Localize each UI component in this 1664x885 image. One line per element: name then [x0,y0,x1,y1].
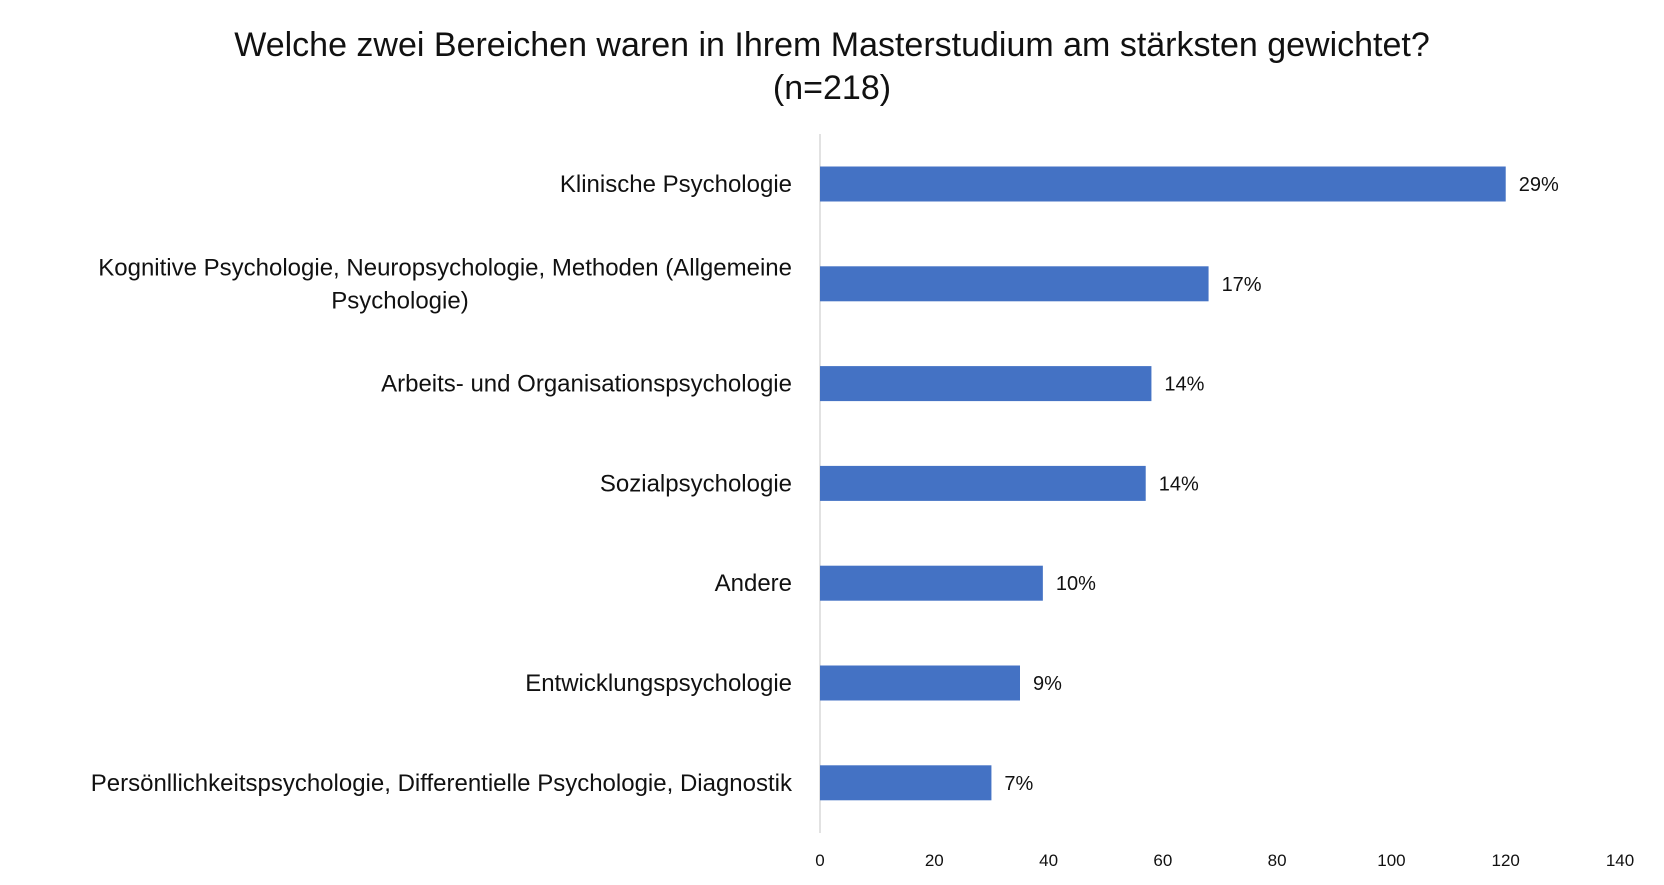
bar [820,465,1146,501]
category-label: Arbeits- und Organisationspsychologie [381,371,792,398]
x-tick-label: 100 [1377,851,1405,870]
data-label: 10% [1056,573,1096,595]
x-tick-label: 80 [1268,851,1287,870]
data-label: 14% [1159,473,1199,495]
bar [820,366,1152,402]
bar [820,665,1020,701]
x-tick-label: 140 [1606,851,1634,870]
category-label: Kognitive Psychologie, Neuropsychologie,… [98,254,792,281]
x-tick-label: 0 [815,851,824,870]
category-label: Persönllichkeitspsychologie, Differentie… [91,770,793,797]
category-label: Sozialpsychologie [600,470,792,497]
chart-subtitle: (n=218) [773,69,891,107]
data-label: 17% [1222,274,1262,296]
x-tick-label: 60 [1153,851,1172,870]
data-label: 7% [1004,773,1033,795]
bar [820,266,1209,302]
data-label: 29% [1519,174,1559,196]
category-label: Klinische Psychologie [560,171,792,198]
bar [820,166,1506,202]
category-label: Entwicklungspsychologie [525,670,792,697]
data-label: 14% [1164,374,1204,396]
plot-area: 29% Klinische Psychologie 17% Kognitive Psy… [91,134,1634,870]
chart-title: Welche zwei Bereichen waren in Ihrem Mas… [234,26,1430,64]
category-label: Psychologie) [331,287,468,314]
x-tick-label: 120 [1492,851,1520,870]
bar [820,565,1043,601]
bar [820,765,992,801]
data-label: 9% [1033,673,1062,695]
category-label: Andere [715,570,792,597]
x-tick-label: 20 [925,851,944,870]
x-tick-label: 40 [1039,851,1058,870]
